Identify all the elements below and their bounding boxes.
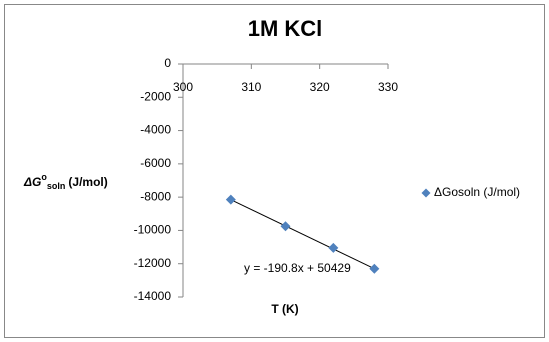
y-title-main: ΔG (23, 175, 41, 189)
legend-marker (421, 188, 431, 198)
y-tick-label: -14000 (134, 289, 172, 303)
y-tick-label: -6000 (140, 156, 171, 170)
chart-title: 1M KCl (248, 16, 323, 41)
data-point (328, 242, 339, 253)
trendline-label: y = -190.8x + 50429 (244, 261, 351, 275)
x-axis-title: T (K) (271, 302, 298, 316)
x-tick-label: 310 (241, 80, 261, 94)
y-title-sub: soln (47, 181, 66, 191)
data-point (225, 194, 236, 205)
y-title-sup: o (41, 172, 47, 182)
y-tick-label: -8000 (140, 189, 171, 203)
y-tick-label: -12000 (134, 256, 172, 270)
data-point (280, 221, 291, 232)
trendline (230, 199, 375, 270)
x-tick-label: 330 (378, 80, 398, 94)
y-tick-label: -2000 (140, 89, 171, 103)
y-title-unit: (J/mol) (68, 175, 107, 189)
y-tick-label: -10000 (134, 223, 172, 237)
y-tick-label: -4000 (140, 123, 171, 137)
y-tick-label: 0 (164, 56, 171, 70)
y-axis-title: ΔGosoln (J/mol) (23, 172, 108, 191)
legend-label: ΔGosoln (J/mol) (434, 185, 520, 199)
x-tick-label: 300 (173, 80, 193, 94)
data-point (369, 263, 380, 274)
chart-border (4, 4, 545, 338)
x-tick-label: 320 (310, 80, 330, 94)
